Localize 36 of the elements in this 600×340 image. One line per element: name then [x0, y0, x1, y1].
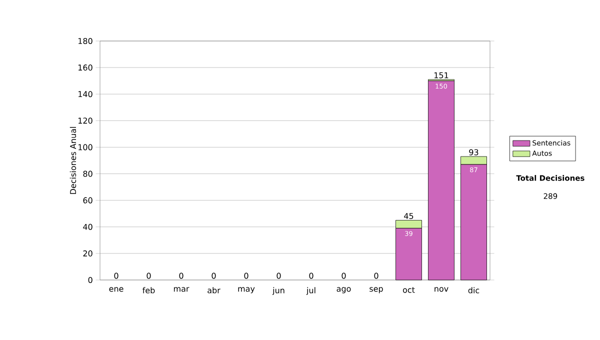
- y-tick-label: 140: [78, 91, 92, 98]
- y-tick-label: 0: [88, 276, 92, 284]
- y-tick-label: 20: [83, 250, 92, 256]
- total-label: 0: [244, 272, 248, 279]
- x-tick-label: may: [238, 287, 255, 294]
- total-label: 151: [434, 72, 448, 78]
- y-tick-label: 80: [83, 170, 92, 177]
- total-label: 0: [146, 272, 151, 279]
- x-tick-label: dic: [468, 287, 480, 294]
- x-tick-label: jun: [272, 287, 284, 295]
- x-tick-label: jul: [306, 287, 316, 295]
- y-axis-title: Decisiones Anual: [70, 127, 76, 194]
- y-tick-label: 100: [78, 144, 92, 150]
- x-tick-label: abr: [208, 287, 220, 294]
- y-tick-label: 180: [78, 38, 92, 44]
- total-label: 0: [114, 272, 118, 279]
- x-tick-label: ago: [336, 287, 351, 294]
- total-label: 45: [404, 213, 414, 220]
- x-tick-label: ene: [109, 287, 124, 292]
- total-label: 0: [212, 272, 216, 279]
- x-tick-label: feb: [142, 287, 155, 294]
- total-label: 0: [309, 272, 314, 279]
- y-tick-label: 160: [78, 64, 92, 71]
- total-label: 0: [179, 272, 184, 279]
- y-tick-label: 40: [83, 224, 92, 230]
- total-label: 93: [469, 149, 478, 156]
- total-label: 0: [374, 272, 378, 279]
- x-tick-label: sep: [370, 287, 383, 294]
- bar: [428, 80, 454, 280]
- x-tick-label: oct: [402, 287, 415, 293]
- total-label: 0: [342, 272, 346, 279]
- y-tick-label: 60: [83, 197, 92, 204]
- x-tick-label: mar: [174, 287, 190, 292]
- x-tick-label: nov: [434, 287, 448, 292]
- total-label: 0: [276, 272, 281, 279]
- y-tick-label: 120: [78, 118, 92, 124]
